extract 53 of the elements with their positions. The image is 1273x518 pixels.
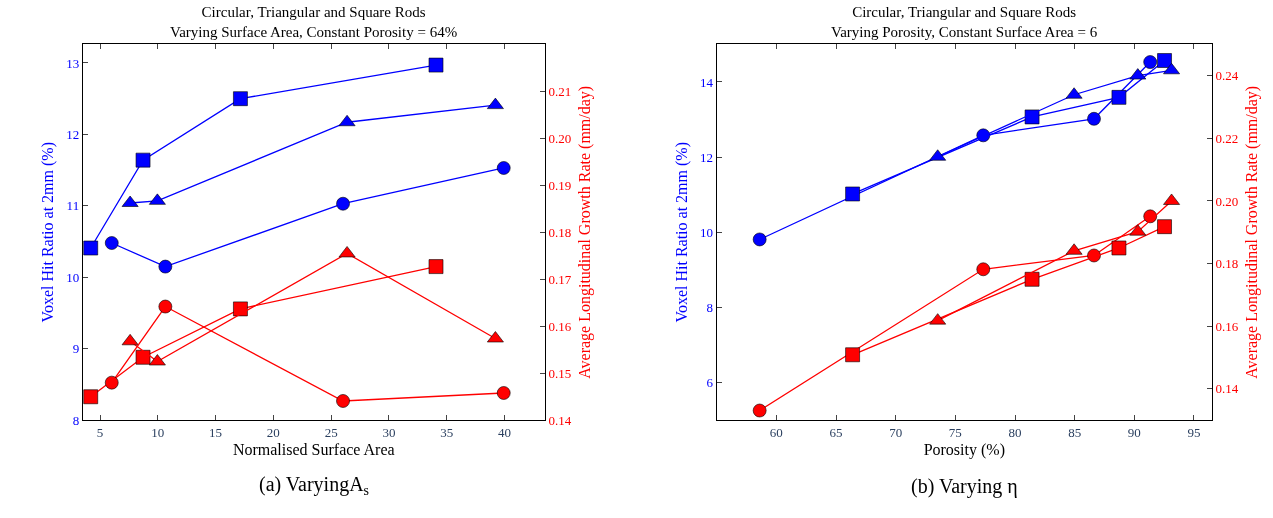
x-tick-label: 15 <box>209 424 223 440</box>
y-tick-label: 8 <box>706 300 714 316</box>
y2-tick-label: 0.17 <box>548 271 572 287</box>
y-tick-label: 8 <box>72 412 80 428</box>
y2-axis-title: Average Longitudinal Growth Rate (mm/day) <box>1243 85 1262 379</box>
x-tick-label: 5 <box>96 424 104 440</box>
x-tick-label: 60 <box>769 424 783 440</box>
y-tick-label: 12 <box>700 149 714 165</box>
y2-tick-label: 0.15 <box>548 365 572 381</box>
x-tick-label: 25 <box>324 424 338 440</box>
y-tick-label: 12 <box>66 126 80 142</box>
y-tick-label: 10 <box>700 224 714 240</box>
chart-title: Circular, Triangular and Square Rods <box>852 4 1077 20</box>
y-tick-label: 6 <box>706 375 714 391</box>
x-tick-label: 95 <box>1187 424 1201 440</box>
y2-tick-label: 0.14 <box>1215 381 1239 397</box>
x-tick-label: 30 <box>382 424 396 440</box>
y2-tick-label: 0.20 <box>1215 193 1239 209</box>
y-tick-label: 11 <box>66 198 80 214</box>
y2-tick-label: 0.16 <box>548 318 572 334</box>
x-tick-label: 70 <box>889 424 903 440</box>
x-tick-label: 10 <box>151 424 165 440</box>
y2-tick-label: 0.16 <box>1215 318 1239 334</box>
x-tick-label: 65 <box>829 424 843 440</box>
y2-tick-label: 0.20 <box>548 130 572 146</box>
x-tick-label: 80 <box>1008 424 1022 440</box>
y-tick-label: 9 <box>72 341 80 357</box>
x-axis-title: Normalised Surface Area <box>232 440 395 458</box>
y2-tick-label: 0.19 <box>548 177 572 193</box>
y2-axis-title: Average Longitudinal Growth Rate (mm/day) <box>576 85 595 379</box>
y-tick-label: 10 <box>66 269 80 285</box>
y2-tick-label: 0.18 <box>1215 256 1239 272</box>
x-tick-label: 40 <box>497 424 511 440</box>
y-axis-title: Voxel Hit Ratio at 2mm (%) <box>673 142 691 323</box>
chart-subtitle: Varying Porosity, Constant Surface Area = 6 <box>831 23 1098 40</box>
text: (a) VaryingA$_{s}$ <box>259 473 370 499</box>
x-tick-label: 35 <box>440 424 454 440</box>
chart-title: Circular, Triangular and Square Rods <box>201 4 426 20</box>
x-tick-label: 90 <box>1127 424 1141 440</box>
chart-subtitle: Varying Surface Area, Constant Porosity = 64% <box>170 23 458 40</box>
x-tick-label: 75 <box>948 424 962 440</box>
y2-tick-label: 0.24 <box>1215 68 1239 84</box>
x-tick-label: 85 <box>1068 424 1082 440</box>
y2-tick-label: 0.18 <box>548 224 572 240</box>
x-axis-title: Porosity (%) <box>923 440 1005 459</box>
y2-tick-label: 0.14 <box>548 412 572 428</box>
y2-tick-label: 0.22 <box>1215 130 1239 146</box>
y-axis-title: Voxel Hit Ratio at 2mm (%) <box>39 142 58 323</box>
x-tick-label: 20 <box>266 424 280 440</box>
y-tick-label: 14 <box>700 74 714 90</box>
text: (b) Varying η <box>911 475 1018 498</box>
y2-tick-label: 0.21 <box>548 83 572 99</box>
y-tick-label: 13 <box>66 55 80 71</box>
